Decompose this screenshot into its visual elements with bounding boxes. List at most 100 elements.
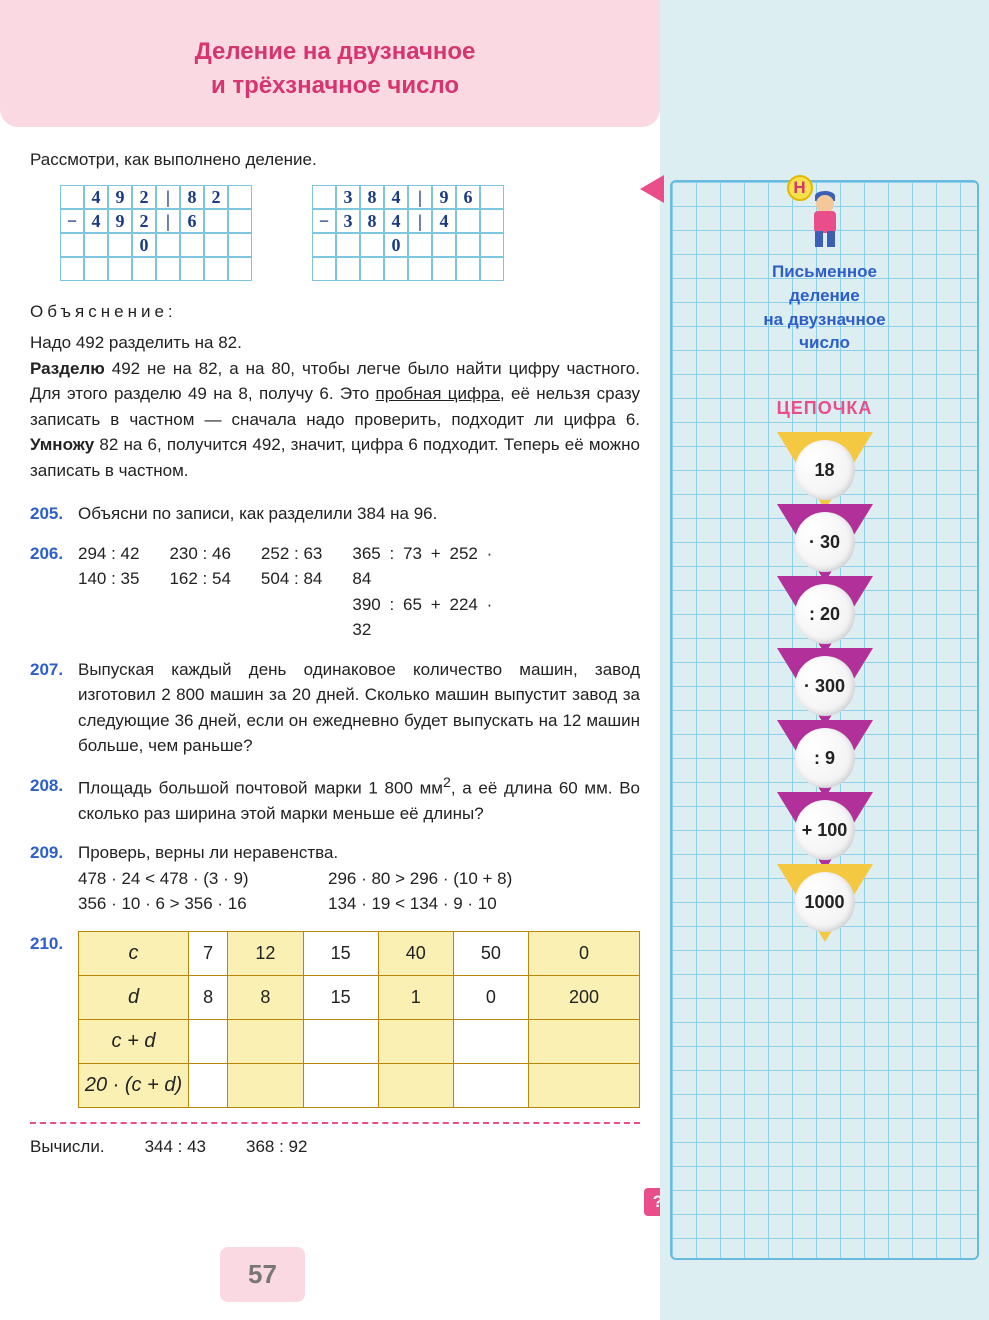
title-header: Деление на двузначное и трёхзначное числ… [0,0,660,127]
cell: 15 [303,931,378,975]
grid-cell [360,233,384,257]
cell [303,1019,378,1063]
grid-cell [180,257,204,281]
cell [528,1019,639,1063]
grid-cell [108,233,132,257]
sidebar: Н Письменное деление на двузначное число… [660,0,989,1320]
grid-cell [408,233,432,257]
cell: 140 : 35 [78,566,139,592]
cell: 390 : 65 + 224 · 32 [352,592,492,643]
grid-cell: 9 [108,185,132,209]
grid-cell [228,209,252,233]
grid-cell: 6 [180,209,204,233]
page-number: 57 [220,1247,305,1302]
bold2: Умножу [30,435,94,454]
exercise-209: 209. Проверь, верны ли неравенства. 478 … [30,840,640,917]
chain-value: : 9 [795,728,855,788]
cell: 7 [189,931,228,975]
cell [228,1019,303,1063]
grid-cell: − [60,209,84,233]
grid-cell [456,233,480,257]
ex-body: 294 : 42 140 : 35 230 : 46 162 : 54 252 … [78,541,640,643]
col2: 230 : 46 162 : 54 [169,541,230,643]
cell [189,1019,228,1063]
columns: 294 : 42 140 : 35 230 : 46 162 : 54 252 … [78,541,640,643]
cell [453,1019,528,1063]
explanation-intro: Надо 492 разделить на 82. [30,330,640,356]
grid-cell [312,257,336,281]
cell: 356 · 10 · 6 > 356 · 16 [78,891,298,917]
grid-cell: 2 [204,185,228,209]
cell: 252 : 63 [261,541,322,567]
grid-cell: 8 [360,185,384,209]
chain-value: · 30 [795,512,855,572]
grid-cell [432,257,456,281]
grid-cell [312,185,336,209]
grid-cell: 0 [132,233,156,257]
chain-value: : 20 [795,584,855,644]
grid-cell: 4 [84,209,108,233]
cell: 230 : 46 [169,541,230,567]
intro-text: Рассмотри, как выполнено деление. [30,147,640,173]
grid-cell [204,257,228,281]
grid-cell: | [156,185,180,209]
grid-cell [228,257,252,281]
grid-cell [432,233,456,257]
grid-cell [156,233,180,257]
col2: 296 · 80 > 296 · (10 + 8) 134 · 19 < 134… [328,866,512,917]
exercise-210: 210. c 7 12 15 40 50 0 d 8 8 [30,931,640,1108]
chain-value: 1000 [795,872,855,932]
col3: 252 : 63 504 : 84 [261,541,322,643]
footer-v1: 344 : 43 [145,1134,206,1160]
grid-cell [84,233,108,257]
hdr: 20 · (c + d) [79,1063,189,1107]
grid-cell: 0 [384,233,408,257]
grid-cell [60,233,84,257]
grid-cell: 2 [132,185,156,209]
chain-triangle: 1000 [777,864,873,942]
ex-num: 206. [30,541,78,643]
grid-cell: 8 [360,209,384,233]
chain-value: + 100 [795,800,855,860]
l2: деление [789,286,859,305]
grid-cell [312,233,336,257]
grid-cell [480,233,504,257]
grid-cell: 3 [336,209,360,233]
bold1: Разделю [30,359,105,378]
grid-cell [408,257,432,281]
cell: 162 : 54 [169,566,230,592]
explanation-label: Объяснение: [30,299,640,325]
col1: 478 · 24 < 478 · (3 · 9) 356 · 10 · 6 > … [78,866,298,917]
cell: 200 [528,975,639,1019]
title-line-1: Деление на двузначное [195,38,476,65]
chain-value: 18 [795,440,855,500]
ex-num: 209. [30,840,78,917]
cell: 15 [303,975,378,1019]
cell: 0 [528,931,639,975]
cell: 478 · 24 < 478 · (3 · 9) [78,866,298,892]
cell: 296 · 80 > 296 · (10 + 8) [328,866,512,892]
row-c: c 7 12 15 40 50 0 [79,931,640,975]
grid-cell [336,257,360,281]
ex-num: 210. [30,931,78,1108]
cell [189,1063,228,1107]
cell [528,1063,639,1107]
grid-cell [360,257,384,281]
l1: Письменное [772,262,877,281]
cell: 134 · 19 < 134 · 9 · 10 [328,891,512,917]
grid-cell: | [156,209,180,233]
sidebar-title: Письменное деление на двузначное число [680,260,969,355]
chain-value: · 300 [795,656,855,716]
grid-cell [228,185,252,209]
child-icon: Н [805,195,845,250]
grid-cell [156,257,180,281]
cell: 40 [378,931,453,975]
l3: на двузначное [763,310,885,329]
exercise-208: 208. Площадь большой почтовой марки 1 80… [30,773,640,827]
grid-cell: − [312,209,336,233]
pre: Площадь большой почтовой марки 1 800 мм [78,778,443,797]
cell: 365 : 73 + 252 · 84 [352,541,492,592]
label: Проверь, верны ли неравенства. [78,840,640,866]
sup: 2 [443,775,451,791]
chain-triangle: : 9 [777,720,873,798]
